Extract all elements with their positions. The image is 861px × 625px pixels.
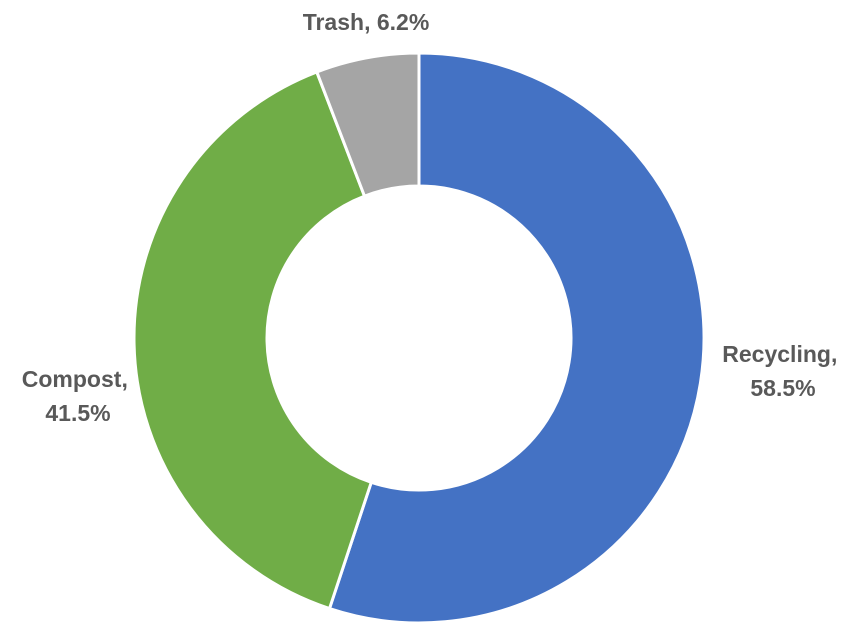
data-label-recycling-name: Recycling [722,341,831,367]
data-label-recycling: Recycling, 58.5% [722,341,843,401]
donut-slices [132,51,706,625]
data-label-trash-value: 6.2% [377,9,429,35]
data-label-trash-name: Trash [303,9,364,35]
data-label-trash: Trash, 6.2% [303,9,430,35]
data-label-compost: Compost, 41.5% [22,366,134,426]
data-label-compost-value: 41.5% [45,400,110,426]
slice-trash [315,51,421,198]
slice-compost [132,70,373,611]
data-label-compost-name: Compost [22,366,122,392]
data-label-recycling-value: 58.5% [750,375,815,401]
slice-recycling [327,51,706,625]
